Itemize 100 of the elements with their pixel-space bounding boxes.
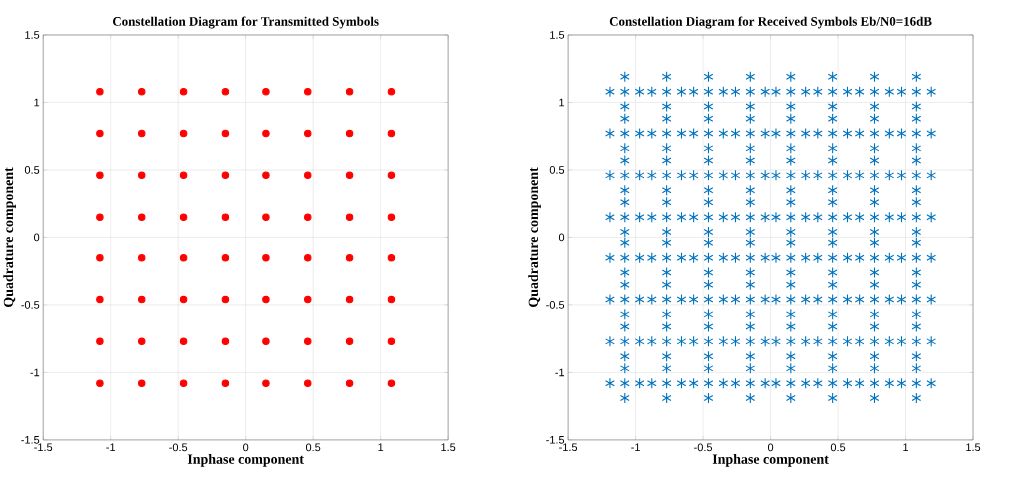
point <box>785 392 796 404</box>
point <box>869 392 880 404</box>
point <box>605 169 615 181</box>
point <box>688 211 699 223</box>
x-tick-label: 1.5 <box>966 443 981 452</box>
point <box>646 86 657 98</box>
point <box>827 237 838 249</box>
point <box>605 377 615 389</box>
point <box>884 252 895 264</box>
point <box>812 377 823 389</box>
point <box>827 279 838 291</box>
point <box>703 237 714 249</box>
point <box>718 211 729 223</box>
point <box>911 321 922 333</box>
point <box>661 128 672 140</box>
point <box>703 211 714 223</box>
point <box>646 169 657 181</box>
point <box>703 252 714 264</box>
point <box>619 128 630 140</box>
point <box>646 377 657 389</box>
point <box>911 392 922 404</box>
point <box>896 128 907 140</box>
point <box>854 335 865 347</box>
point <box>661 86 672 98</box>
point <box>827 294 838 306</box>
point <box>842 252 853 264</box>
point <box>605 211 615 223</box>
point <box>661 294 672 306</box>
point <box>827 101 838 113</box>
x-tick-label: 1 <box>378 443 384 452</box>
point <box>730 128 741 140</box>
y-tick-label: 1.5 <box>550 31 565 39</box>
chart-title: Constellation Diagram for Transmitted Symbols <box>112 16 379 29</box>
point <box>760 377 771 389</box>
point <box>911 308 922 320</box>
point <box>646 252 657 264</box>
point <box>703 377 714 389</box>
point <box>745 362 756 374</box>
point <box>926 377 937 389</box>
point <box>718 252 729 264</box>
point <box>771 86 781 98</box>
point <box>619 169 630 181</box>
point <box>661 267 672 279</box>
point <box>869 294 880 306</box>
point <box>688 252 699 264</box>
point <box>827 71 838 83</box>
point <box>842 211 853 223</box>
point <box>842 335 853 347</box>
point <box>884 211 895 223</box>
point <box>688 377 699 389</box>
point <box>688 86 699 98</box>
point <box>703 142 714 154</box>
point <box>812 335 823 347</box>
point <box>634 252 645 264</box>
point <box>703 226 714 238</box>
point <box>703 335 714 347</box>
point <box>827 169 838 181</box>
point <box>745 252 756 264</box>
point <box>730 335 741 347</box>
point <box>812 86 823 98</box>
point <box>827 392 838 404</box>
point <box>661 308 672 320</box>
point <box>661 169 672 181</box>
point <box>760 252 771 264</box>
point <box>703 267 714 279</box>
point <box>869 71 880 83</box>
point <box>869 226 880 238</box>
point <box>800 335 811 347</box>
point <box>854 377 865 389</box>
point <box>619 142 630 154</box>
point <box>869 113 880 125</box>
point <box>730 294 741 306</box>
point <box>661 184 672 196</box>
point <box>730 86 741 98</box>
point <box>812 128 823 140</box>
point <box>703 308 714 320</box>
point <box>634 211 645 223</box>
point <box>619 252 630 264</box>
y-tick-label: -1 <box>555 368 565 377</box>
point <box>619 155 630 167</box>
point <box>785 196 796 208</box>
point <box>911 142 922 154</box>
point <box>869 279 880 291</box>
point <box>745 86 756 98</box>
point <box>785 113 796 125</box>
point <box>785 71 796 83</box>
point <box>703 128 714 140</box>
point <box>896 335 907 347</box>
y-tick-label: -1.5 <box>21 436 40 444</box>
point <box>661 335 672 347</box>
point <box>605 86 615 98</box>
point <box>619 321 630 333</box>
point <box>911 71 922 83</box>
point <box>785 86 796 98</box>
point <box>634 86 645 98</box>
point <box>619 184 630 196</box>
point <box>771 169 781 181</box>
point <box>812 169 823 181</box>
point <box>785 169 796 181</box>
point <box>718 377 729 389</box>
